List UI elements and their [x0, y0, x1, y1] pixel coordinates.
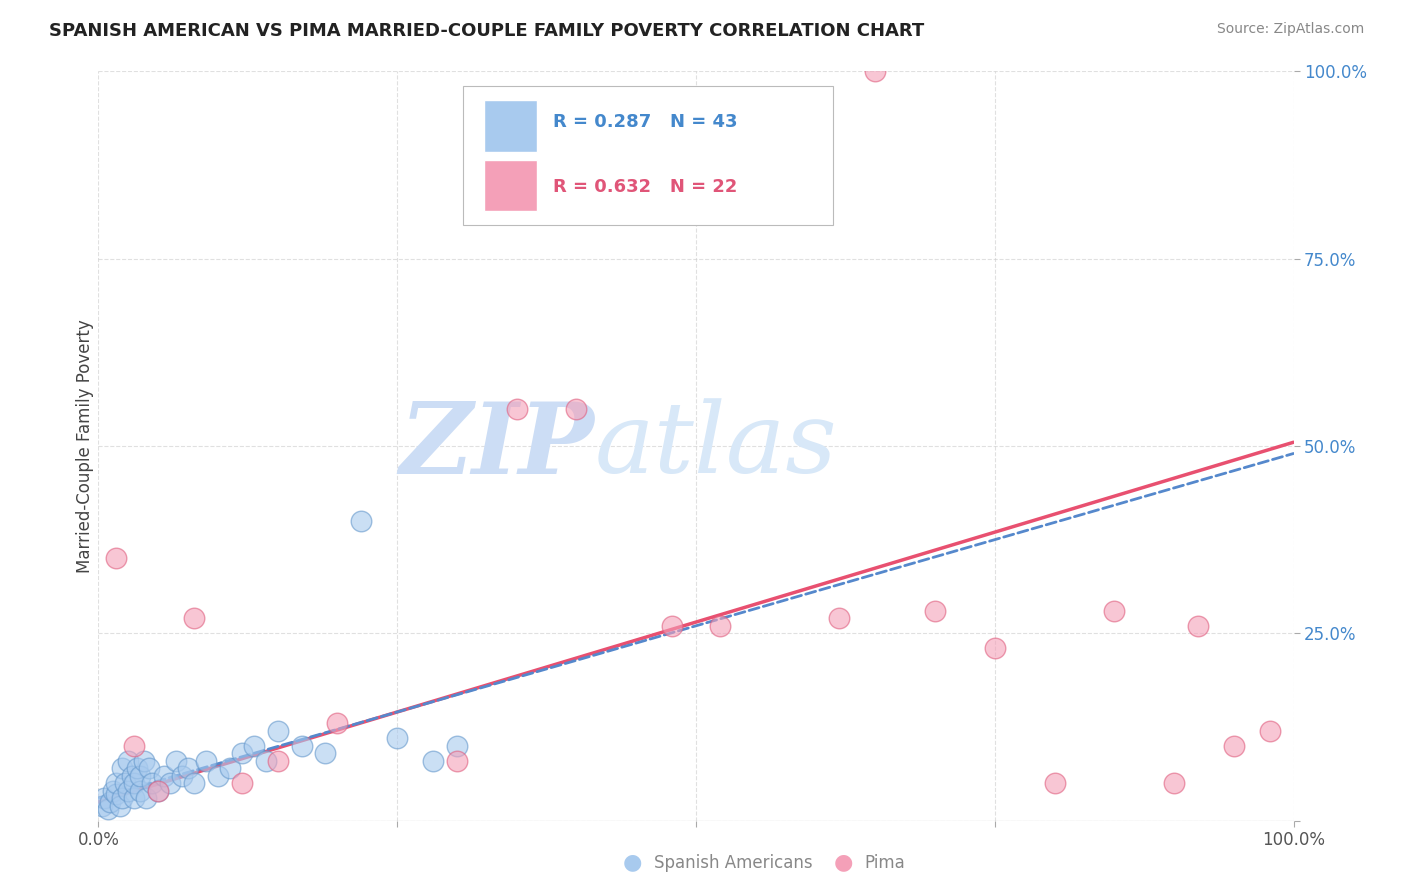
Point [97, 802, 120, 816]
Point [207, 769, 229, 783]
Point [124, 791, 146, 805]
Point [422, 754, 444, 768]
Point [231, 776, 253, 790]
Point [446, 739, 468, 753]
Text: R = 0.632   N = 22: R = 0.632 N = 22 [553, 178, 737, 196]
Point [1258, 723, 1281, 738]
Point [446, 754, 468, 768]
Point [148, 783, 170, 797]
Point [291, 739, 314, 753]
Text: SPANISH AMERICAN VS PIMA MARRIED-COUPLE FAMILY POVERTY CORRELATION CHART: SPANISH AMERICAN VS PIMA MARRIED-COUPLE … [49, 22, 925, 40]
Point [153, 769, 176, 783]
Point [111, 761, 134, 775]
Point [506, 401, 529, 416]
Point [165, 754, 187, 768]
Point [709, 619, 731, 633]
Point [984, 641, 1007, 656]
Point [111, 791, 134, 805]
Point [267, 723, 290, 738]
Point [385, 731, 409, 746]
Point [93, 791, 115, 805]
Point [315, 746, 337, 760]
Point [124, 739, 146, 753]
Point [101, 783, 124, 797]
Point [243, 739, 266, 753]
FancyBboxPatch shape [485, 100, 537, 152]
Point [124, 776, 146, 790]
Point [114, 776, 136, 790]
Text: Pima: Pima [865, 855, 905, 872]
Point [1223, 739, 1246, 753]
Text: ●: ● [623, 853, 643, 872]
Point [183, 776, 205, 790]
Point [326, 716, 349, 731]
Point [1187, 619, 1209, 633]
Point [177, 761, 200, 775]
Point [183, 611, 205, 625]
Point [231, 746, 253, 760]
Point [105, 788, 128, 802]
Point [108, 798, 131, 813]
Point [254, 754, 277, 768]
Point [350, 514, 373, 528]
Point [1043, 776, 1066, 790]
Point [117, 783, 139, 797]
Point [1163, 776, 1185, 790]
Point [105, 551, 128, 566]
FancyBboxPatch shape [463, 87, 834, 225]
Point [195, 754, 218, 768]
Point [219, 761, 242, 775]
Text: atlas: atlas [595, 399, 837, 493]
Point [105, 776, 128, 790]
Text: ZIP: ZIP [399, 398, 595, 494]
Point [148, 783, 170, 797]
Text: ●: ● [834, 853, 853, 872]
Point [924, 604, 946, 618]
Text: R = 0.287   N = 43: R = 0.287 N = 43 [553, 113, 737, 131]
Point [1104, 604, 1126, 618]
Point [121, 769, 143, 783]
Text: Source: ZipAtlas.com: Source: ZipAtlas.com [1216, 22, 1364, 37]
Point [135, 791, 157, 805]
Point [565, 401, 588, 416]
Point [828, 611, 851, 625]
Point [865, 64, 887, 78]
Point [661, 619, 683, 633]
Y-axis label: Married-Couple Family Poverty: Married-Couple Family Poverty [76, 319, 94, 573]
Point [117, 754, 139, 768]
Point [267, 754, 290, 768]
Point [132, 754, 155, 768]
Point [172, 769, 194, 783]
Point [159, 776, 181, 790]
FancyBboxPatch shape [485, 160, 537, 211]
Point [98, 795, 122, 809]
Point [138, 761, 160, 775]
Point [129, 783, 152, 797]
Point [125, 761, 148, 775]
Point [91, 798, 114, 813]
Text: Spanish Americans: Spanish Americans [654, 855, 813, 872]
Point [141, 776, 163, 790]
Point [129, 769, 152, 783]
